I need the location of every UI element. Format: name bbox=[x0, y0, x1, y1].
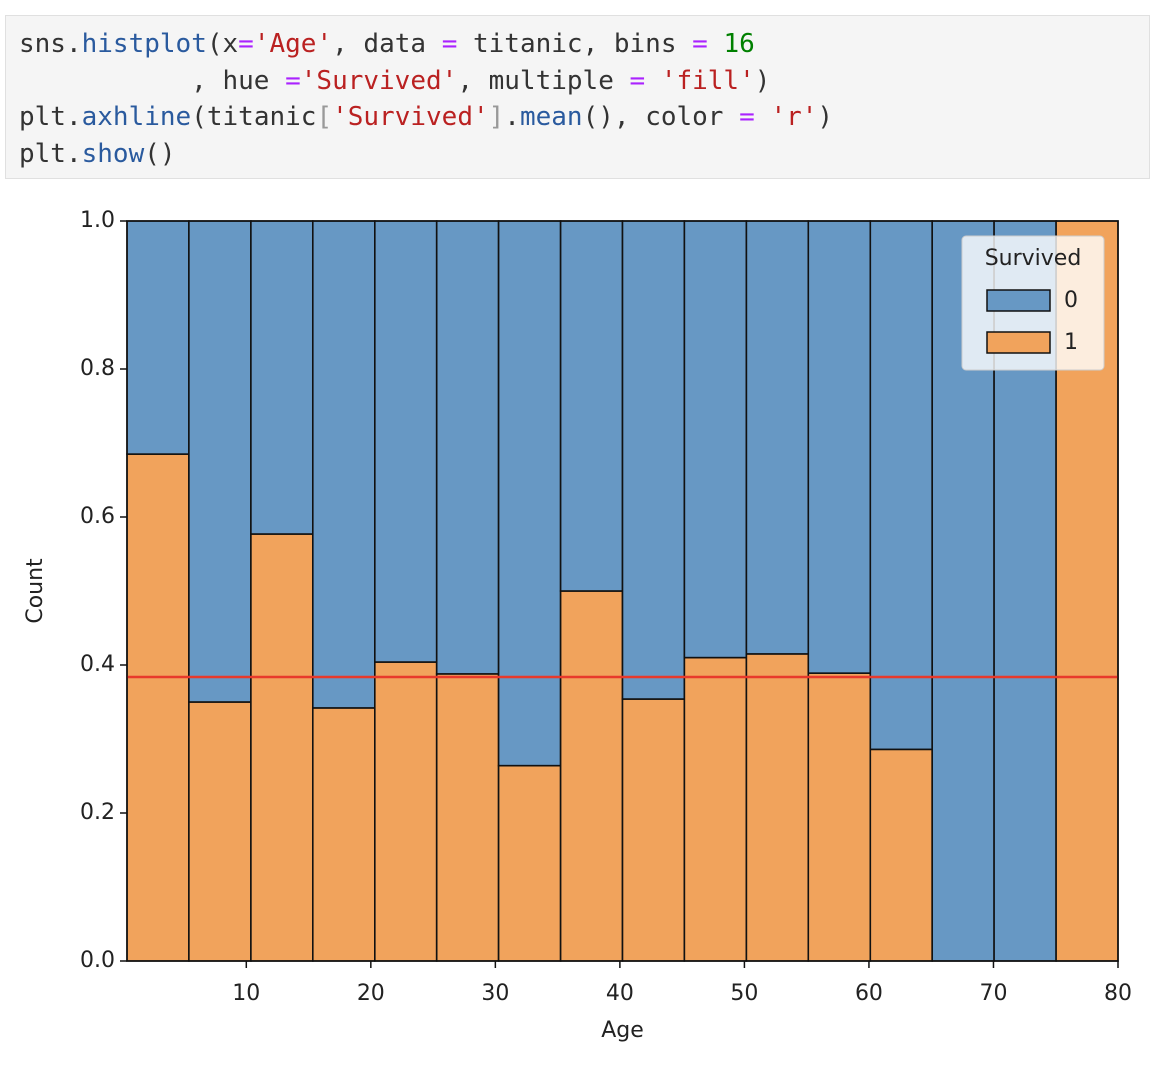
code-line: plt.axhline(titanic['Survived'].mean(), … bbox=[19, 99, 833, 136]
x-tick-label: 50 bbox=[730, 981, 758, 1006]
y-tick-label: 0.8 bbox=[80, 356, 115, 381]
code-token: [ bbox=[316, 102, 333, 132]
code-token: (x bbox=[206, 29, 239, 59]
bar bbox=[311, 707, 376, 962]
bar bbox=[745, 220, 810, 655]
bar bbox=[250, 533, 314, 962]
x-tick-label: 30 bbox=[481, 981, 509, 1006]
legend-swatch bbox=[986, 289, 1051, 312]
code-token: (titanic bbox=[191, 102, 317, 132]
code-token: plt. bbox=[19, 102, 82, 132]
bar bbox=[497, 220, 562, 767]
bar bbox=[126, 453, 190, 962]
y-tick-label: 0.0 bbox=[80, 948, 115, 973]
legend-title: Survived bbox=[985, 246, 1082, 271]
x-tick-label: 70 bbox=[979, 981, 1007, 1006]
code-token: = bbox=[441, 29, 458, 59]
bar bbox=[807, 672, 872, 962]
chart: 0.00.20.40.60.81.010 20 30 40 50 60 70 80AgeCou… bbox=[23, 208, 1132, 1043]
code-token: () bbox=[144, 138, 176, 169]
code-token: = bbox=[739, 102, 755, 132]
code-token: , multiple bbox=[457, 65, 630, 96]
bar bbox=[435, 220, 500, 675]
x-tick-label: 40 bbox=[606, 981, 634, 1006]
code-line: plt.show() bbox=[19, 136, 833, 173]
bar bbox=[869, 748, 934, 962]
bar bbox=[683, 220, 748, 659]
bar bbox=[621, 220, 686, 700]
x-axis-label: Age bbox=[601, 1018, 644, 1043]
y-tick-label: 1.0 bbox=[80, 208, 115, 233]
code-token: (), color bbox=[582, 102, 740, 132]
bar bbox=[374, 220, 438, 663]
bar bbox=[188, 220, 252, 703]
bar bbox=[745, 653, 810, 962]
code-token: plt. bbox=[19, 138, 82, 169]
bar bbox=[188, 701, 252, 962]
legend-label: 0 bbox=[1064, 288, 1078, 313]
code-token: mean bbox=[519, 102, 583, 132]
x-tick-label: 60 bbox=[855, 981, 883, 1006]
code-token: titanic, bins bbox=[457, 29, 693, 59]
code-line: sns.histplot(x='Age', data = titanic, bi… bbox=[19, 26, 833, 63]
code-token: sns. bbox=[19, 29, 82, 59]
code-cell[interactable]: sns.histplot(x='Age', data = titanic, bi… bbox=[5, 15, 1150, 179]
code-token bbox=[645, 66, 661, 96]
bar bbox=[126, 220, 190, 455]
x-tick-label: 20 bbox=[357, 981, 385, 1006]
code-token: , hue bbox=[19, 65, 286, 96]
code-token: 'Age' bbox=[253, 29, 333, 59]
bar bbox=[374, 661, 438, 962]
y-tick-label: 0.6 bbox=[80, 504, 115, 529]
code: sns.histplot(x='Age', data = titanic, bi… bbox=[19, 26, 833, 172]
code-token: ) bbox=[817, 102, 834, 132]
code-token: = bbox=[692, 29, 708, 59]
code-token: = bbox=[629, 65, 646, 96]
bar bbox=[435, 673, 500, 962]
legend-label: 1 bbox=[1064, 330, 1078, 355]
bar bbox=[311, 220, 376, 709]
code-token: ) bbox=[754, 65, 771, 96]
bar bbox=[497, 764, 562, 962]
y-tick-label: 0.2 bbox=[80, 800, 115, 825]
code-token: show bbox=[81, 138, 145, 169]
code-token: 'r' bbox=[770, 102, 818, 132]
bar bbox=[250, 220, 314, 535]
code-token: = bbox=[238, 29, 254, 59]
code-line: , hue ='Survived', multiple = 'fill') bbox=[19, 63, 833, 100]
code-token: histplot bbox=[81, 29, 207, 59]
y-axis-label: Count bbox=[23, 558, 48, 624]
code-token: 'fill' bbox=[660, 65, 755, 96]
axes-frame bbox=[126, 220, 1119, 962]
code-token: 16 bbox=[723, 29, 755, 59]
code-token: axhline bbox=[81, 102, 192, 132]
legend-swatch bbox=[986, 331, 1051, 354]
bar bbox=[869, 220, 934, 751]
bar bbox=[559, 220, 624, 592]
bar bbox=[683, 656, 748, 962]
y-tick-label: 0.4 bbox=[80, 652, 115, 677]
code-token: = bbox=[285, 65, 301, 96]
code-token bbox=[755, 102, 771, 132]
code-token: ] bbox=[488, 102, 505, 132]
code-token: . bbox=[504, 102, 520, 132]
code-token: , data bbox=[332, 29, 442, 59]
code-token: 'Survived' bbox=[300, 65, 458, 96]
code-token bbox=[708, 29, 724, 59]
bar bbox=[807, 220, 872, 674]
x-tick-label: 80 bbox=[1104, 981, 1132, 1006]
code-token: 'Survived' bbox=[332, 102, 489, 132]
x-tick-label: 10 bbox=[232, 981, 260, 1006]
bar bbox=[559, 590, 624, 962]
bar bbox=[621, 698, 686, 962]
